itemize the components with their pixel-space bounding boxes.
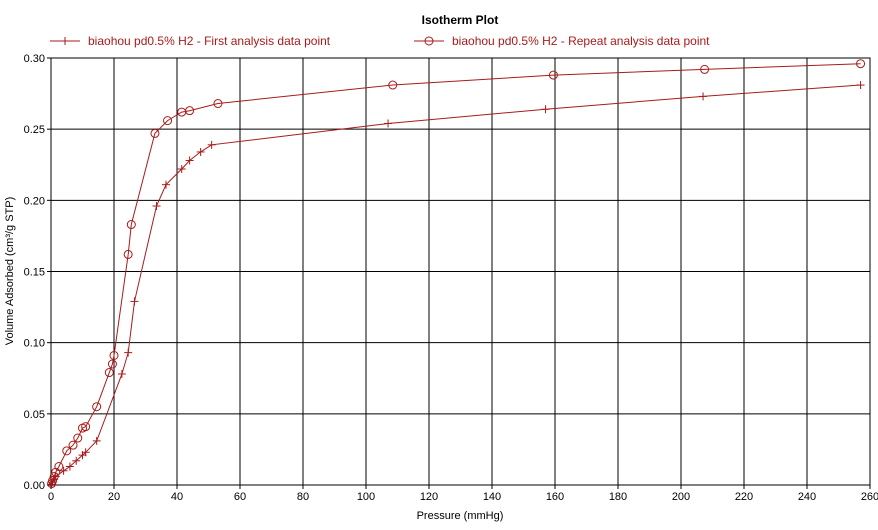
x-tick-label: 220 — [735, 491, 753, 503]
data-point — [123, 249, 133, 259]
data-point — [126, 220, 136, 230]
data-point — [54, 461, 64, 471]
y-tick-label: 0.15 — [24, 267, 45, 279]
data-point — [699, 92, 708, 101]
x-tick-label: 40 — [171, 491, 183, 503]
data-point — [109, 350, 119, 360]
y-tick-label: 0.25 — [24, 124, 45, 136]
data-point — [177, 165, 186, 174]
legend: biaohou pd0.5% H2 - First analysis data … — [50, 34, 710, 48]
y-tick-label: 0.10 — [24, 338, 45, 350]
y-tick-label: 0.05 — [24, 409, 45, 421]
data-point — [51, 467, 61, 477]
x-axis-ticks: 0 20 40 60 80 100 120 140 160 180 200 220 240 260 — [48, 485, 878, 503]
data-point — [72, 456, 81, 465]
data-point — [62, 446, 72, 456]
data-point — [48, 476, 58, 486]
data-point — [92, 402, 102, 412]
data-point — [73, 433, 83, 443]
series-1 — [47, 81, 865, 489]
data-point — [81, 422, 91, 432]
x-tick-label: 240 — [798, 491, 816, 503]
x-axis-label: Pressure (mmHg) — [417, 510, 504, 522]
data-point — [856, 81, 865, 90]
data-point — [185, 156, 194, 165]
series-line — [51, 63, 861, 484]
x-tick-label: 180 — [609, 491, 627, 503]
x-tick-label: 160 — [546, 491, 564, 503]
data-point — [65, 462, 74, 471]
x-tick-label: 200 — [672, 491, 690, 503]
data-point — [541, 105, 550, 114]
legend-label: biaohou pd0.5% H2 - First analysis data … — [88, 34, 331, 48]
data-point — [49, 471, 59, 481]
legend-marker — [61, 37, 69, 45]
y-axis-ticks: 0.00 0.05 0.10 0.15 0.20 0.25 0.30 — [24, 53, 51, 492]
data-point — [213, 99, 223, 109]
data-point — [117, 369, 126, 378]
series-layer — [47, 59, 866, 489]
data-point — [163, 116, 173, 126]
series-2 — [47, 59, 866, 489]
data-point — [384, 119, 393, 128]
x-tick-label: 20 — [108, 491, 120, 503]
data-point — [59, 466, 68, 475]
data-point — [700, 64, 710, 74]
data-point — [68, 440, 78, 450]
legend-label: biaohou pd0.5% H2 - Repeat analysis data… — [452, 34, 710, 48]
data-point — [152, 202, 161, 211]
y-tick-label: 0.20 — [24, 195, 45, 207]
legend-marker — [424, 36, 434, 46]
data-point — [161, 180, 170, 189]
data-point — [207, 140, 216, 149]
data-point — [185, 106, 195, 116]
x-tick-label: 60 — [234, 491, 246, 503]
x-tick-label: 80 — [297, 491, 309, 503]
data-point — [124, 348, 133, 357]
legend-item-1: biaohou pd0.5% H2 - First analysis data … — [50, 34, 331, 48]
y-axis-label: Volume Adsorbed (cm³/g STP) — [4, 197, 16, 346]
legend-item-2: biaohou pd0.5% H2 - Repeat analysis data… — [414, 34, 710, 48]
data-point — [548, 70, 558, 80]
y-tick-label: 0.30 — [24, 53, 45, 65]
x-tick-label: 100 — [357, 491, 375, 503]
x-tick-label: 260 — [861, 491, 878, 503]
data-point — [150, 128, 160, 138]
x-tick-label: 0 — [48, 491, 54, 503]
data-point — [104, 368, 114, 378]
data-point — [388, 80, 398, 90]
data-point — [856, 59, 866, 69]
data-point — [81, 448, 90, 457]
data-point — [196, 147, 205, 156]
data-point — [92, 436, 101, 445]
chart-title: Isotherm Plot — [422, 13, 499, 27]
data-point — [130, 297, 139, 306]
x-tick-label: 140 — [483, 491, 501, 503]
x-tick-label: 120 — [420, 491, 438, 503]
y-tick-label: 0.00 — [24, 480, 45, 492]
data-point — [107, 359, 117, 369]
